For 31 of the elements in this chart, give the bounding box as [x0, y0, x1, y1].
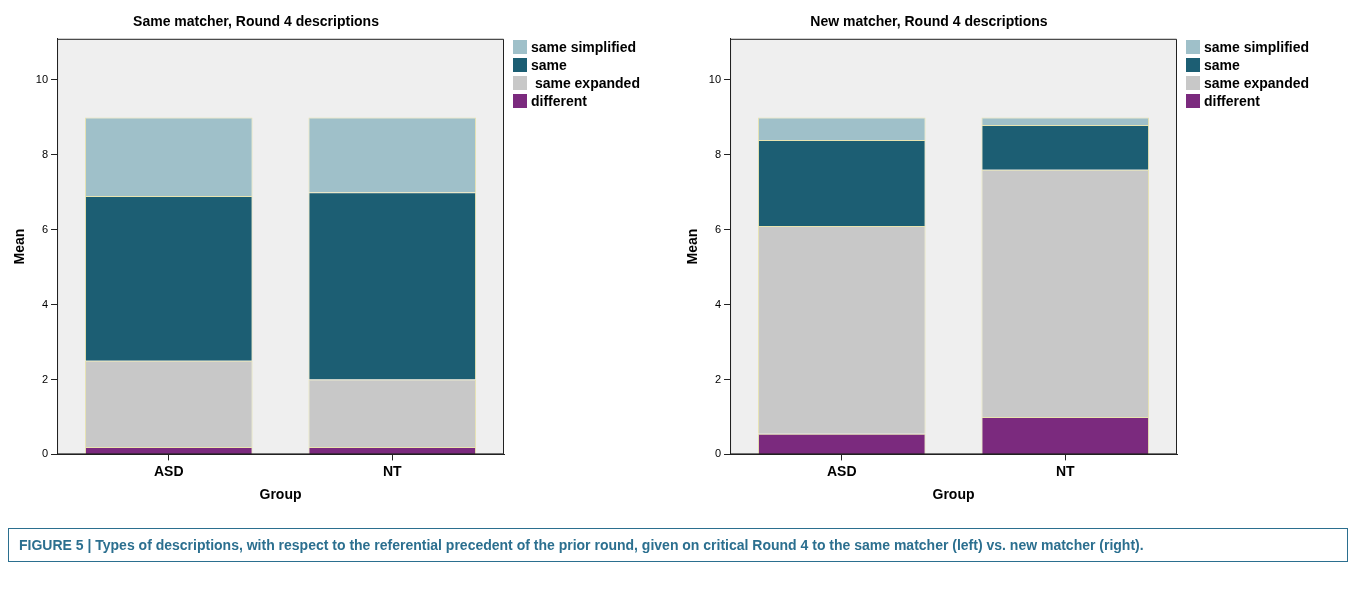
caption: FIGURE 5 | Types of descriptions, with respect to the referential precedent of the prior round, given on critical Round 4 to the same matcher (left) vs. new matcher (right).: [8, 528, 1348, 562]
legend-label: same simplified: [1204, 39, 1310, 55]
legend-label: same expanded: [1204, 75, 1310, 91]
y-axis-title: Mean: [684, 228, 701, 265]
chart-title: New matcher, Round 4 descriptions: [810, 13, 1048, 30]
y-tick-label: 4: [714, 297, 722, 310]
x-axis-title: Group: [259, 486, 302, 503]
x-axis-title: Group: [932, 486, 975, 503]
legend-label: same expanded: [533, 75, 640, 91]
x-tick-label: NT: [1055, 462, 1076, 479]
x-tick-label: NT: [382, 462, 403, 479]
legend-label: same: [531, 57, 567, 73]
legend-label: same simplified: [531, 39, 637, 55]
y-tick-label: 2: [714, 372, 722, 385]
x-tick-label: ASD: [827, 462, 857, 479]
x-tick-label: ASD: [154, 462, 184, 479]
y-tick-label: 2: [41, 372, 49, 385]
y-tick-label: 6: [714, 222, 722, 235]
y-tick-label: 6: [41, 222, 49, 235]
chart-title: Same matcher, Round 4 descriptions: [133, 13, 380, 30]
y-tick-label: 10: [35, 73, 49, 86]
legend-label: different: [531, 93, 587, 109]
y-tick-label: 8: [41, 147, 49, 160]
y-tick-label: 10: [708, 73, 722, 86]
legend-label: same: [1204, 57, 1240, 73]
y-tick-label: 0: [714, 447, 722, 460]
legend-label: different: [1204, 93, 1260, 109]
y-tick-label: 8: [714, 147, 722, 160]
y-tick-label: 4: [41, 297, 49, 310]
y-tick-label: 0: [41, 447, 49, 460]
y-axis-title: Mean: [11, 228, 28, 265]
